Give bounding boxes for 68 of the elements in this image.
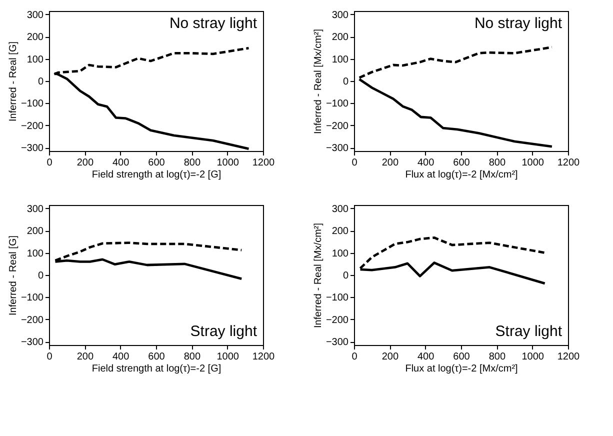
x-tick-label: 1200: [557, 158, 580, 168]
x-tick-label: 0: [46, 158, 53, 168]
x-tick-label: 1200: [557, 352, 580, 362]
y-tick-label: 300: [332, 204, 349, 215]
x-axis-title: Flux at log(τ)=-2 [Mx/cm²]: [405, 364, 518, 374]
y-tick-label: −200: [20, 120, 44, 132]
x-tick-label: 200: [382, 158, 399, 168]
y-axis-title: Inferred - Real [Mx/cm²]: [312, 222, 324, 328]
x-tick-label: 400: [417, 352, 435, 362]
x-tick-label: 400: [417, 158, 435, 168]
y-axis-title: Inferred - Real [Mx/cm²]: [312, 28, 324, 134]
y-tick-label: −200: [326, 120, 349, 132]
annotation: No stray light: [474, 15, 563, 32]
x-tick-label: 600: [453, 352, 470, 362]
y-tick-label: 0: [38, 76, 44, 88]
y-axis-title: Inferred - Real [G]: [8, 41, 19, 122]
annotation: No stray light: [169, 15, 258, 32]
x-tick-label: 800: [488, 158, 506, 168]
y-tick-label: −300: [326, 337, 349, 348]
x-axis-title: Field strength at log(τ)=-2 [G]: [92, 364, 222, 374]
y-tick-label: 0: [342, 76, 349, 88]
y-tick-label: 300: [26, 10, 44, 21]
x-tick-label: 0: [352, 158, 358, 168]
y-tick-label: 200: [332, 32, 349, 44]
y-tick-label: −300: [326, 143, 349, 154]
x-tick-label: 800: [184, 352, 201, 362]
x-tick-label: 600: [148, 158, 166, 168]
x-tick-label: 400: [112, 352, 130, 362]
y-tick-label: 300: [26, 204, 44, 215]
x-tick-label: 1200: [252, 158, 276, 168]
y-tick-label: −100: [20, 98, 44, 110]
y-tick-label: 100: [26, 248, 44, 260]
x-tick-label: 1000: [216, 352, 240, 362]
y-tick-label: −300: [20, 337, 44, 348]
x-tick-label: 600: [453, 158, 470, 168]
x-tick-label: 1000: [522, 158, 544, 168]
x-tick-label: 800: [184, 158, 201, 168]
annotation: Stray light: [495, 323, 563, 340]
y-tick-label: 200: [332, 226, 349, 238]
y-tick-label: 0: [38, 270, 44, 282]
y-tick-label: 100: [332, 54, 349, 66]
y-tick-label: −300: [20, 143, 44, 154]
y-tick-label: 300: [332, 10, 349, 21]
x-tick-label: 400: [112, 158, 130, 168]
y-tick-label: 100: [26, 54, 44, 66]
y-tick-label: 100: [332, 248, 349, 260]
x-axis-title: Flux at log(τ)=-2 [Mx/cm²]: [405, 170, 518, 180]
x-axis-title: Field strength at log(τ)=-2 [G]: [92, 170, 222, 180]
x-tick-label: 1200: [252, 352, 276, 362]
y-tick-label: −100: [20, 292, 44, 304]
y-tick-label: −100: [326, 292, 349, 304]
x-tick-label: 200: [382, 352, 399, 362]
x-tick-label: 800: [488, 352, 506, 362]
annotation: Stray light: [190, 323, 258, 340]
y-tick-label: −100: [326, 98, 349, 110]
x-tick-label: 200: [76, 158, 94, 168]
x-tick-label: 1000: [522, 352, 544, 362]
y-tick-label: −200: [20, 314, 44, 326]
x-tick-label: 0: [46, 352, 53, 362]
y-tick-label: 200: [26, 226, 44, 238]
x-tick-label: 200: [76, 352, 94, 362]
y-tick-label: −200: [326, 314, 349, 326]
y-tick-label: 0: [342, 270, 349, 282]
y-axis-title: Inferred - Real [G]: [8, 235, 19, 316]
y-tick-label: 200: [26, 32, 44, 44]
x-tick-label: 0: [352, 352, 358, 362]
x-tick-label: 1000: [216, 158, 240, 168]
x-tick-label: 600: [148, 352, 166, 362]
